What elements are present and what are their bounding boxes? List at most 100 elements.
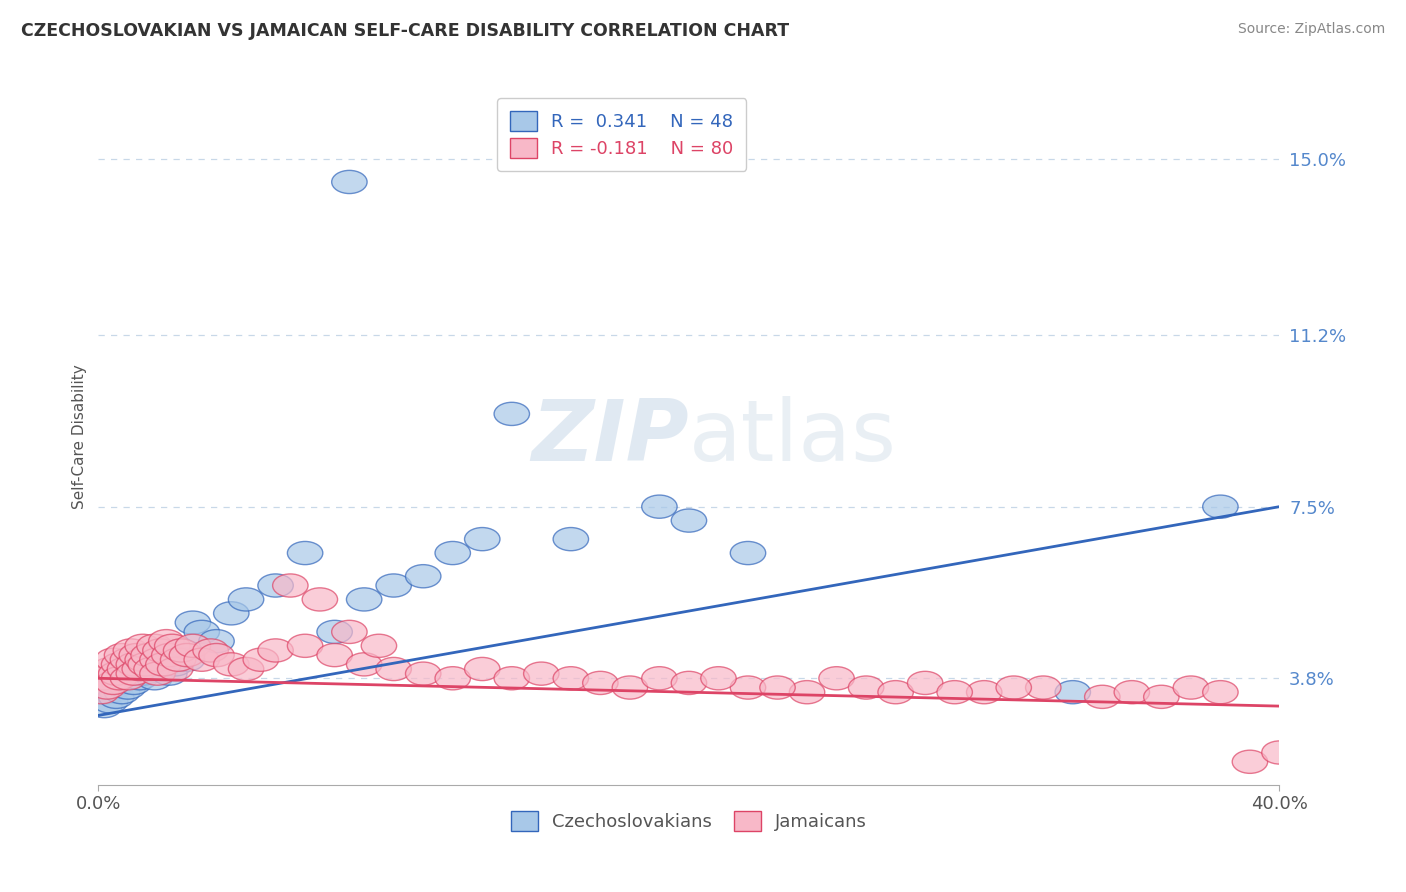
Ellipse shape (641, 495, 678, 518)
Text: CZECHOSLOVAKIAN VS JAMAICAN SELF-CARE DISABILITY CORRELATION CHART: CZECHOSLOVAKIAN VS JAMAICAN SELF-CARE DI… (21, 22, 789, 40)
Ellipse shape (1202, 495, 1239, 518)
Ellipse shape (494, 402, 530, 425)
Ellipse shape (995, 676, 1032, 699)
Ellipse shape (193, 639, 228, 662)
Legend: Czechoslovakians, Jamaicans: Czechoslovakians, Jamaicans (503, 805, 875, 838)
Ellipse shape (582, 672, 619, 695)
Ellipse shape (1143, 685, 1180, 708)
Ellipse shape (966, 681, 1002, 704)
Ellipse shape (101, 666, 136, 690)
Ellipse shape (136, 634, 173, 657)
Ellipse shape (1202, 681, 1239, 704)
Ellipse shape (90, 676, 125, 699)
Ellipse shape (117, 662, 152, 685)
Ellipse shape (96, 648, 131, 672)
Ellipse shape (96, 676, 131, 699)
Ellipse shape (139, 648, 176, 672)
Ellipse shape (152, 662, 187, 685)
Ellipse shape (114, 662, 149, 685)
Ellipse shape (1084, 685, 1121, 708)
Ellipse shape (287, 541, 323, 565)
Ellipse shape (789, 681, 825, 704)
Ellipse shape (434, 666, 471, 690)
Ellipse shape (155, 643, 190, 666)
Ellipse shape (1232, 750, 1268, 773)
Ellipse shape (671, 509, 707, 533)
Ellipse shape (101, 672, 136, 695)
Ellipse shape (700, 666, 737, 690)
Ellipse shape (131, 643, 166, 666)
Ellipse shape (114, 639, 149, 662)
Ellipse shape (405, 565, 441, 588)
Ellipse shape (139, 662, 176, 685)
Ellipse shape (818, 666, 855, 690)
Ellipse shape (228, 588, 264, 611)
Ellipse shape (93, 657, 128, 681)
Ellipse shape (316, 620, 353, 643)
Ellipse shape (198, 643, 235, 666)
Ellipse shape (110, 676, 146, 699)
Ellipse shape (122, 666, 157, 690)
Ellipse shape (316, 643, 353, 666)
Ellipse shape (146, 653, 181, 676)
Ellipse shape (93, 690, 128, 713)
Ellipse shape (405, 662, 441, 685)
Ellipse shape (117, 672, 152, 695)
Ellipse shape (184, 620, 219, 643)
Ellipse shape (641, 666, 678, 690)
Ellipse shape (730, 541, 766, 565)
Ellipse shape (131, 657, 166, 681)
Ellipse shape (107, 657, 143, 681)
Ellipse shape (96, 672, 131, 695)
Ellipse shape (346, 588, 382, 611)
Ellipse shape (101, 653, 136, 676)
Ellipse shape (375, 657, 412, 681)
Ellipse shape (877, 681, 914, 704)
Ellipse shape (90, 681, 125, 704)
Ellipse shape (149, 648, 184, 672)
Ellipse shape (84, 681, 120, 704)
Ellipse shape (157, 657, 193, 681)
Ellipse shape (759, 676, 796, 699)
Ellipse shape (494, 666, 530, 690)
Ellipse shape (146, 653, 181, 676)
Ellipse shape (273, 574, 308, 597)
Ellipse shape (143, 639, 179, 662)
Y-axis label: Self-Care Disability: Self-Care Disability (72, 365, 87, 509)
Ellipse shape (214, 602, 249, 625)
Ellipse shape (125, 634, 160, 657)
Ellipse shape (125, 648, 160, 672)
Ellipse shape (155, 634, 190, 657)
Ellipse shape (198, 630, 235, 653)
Ellipse shape (228, 657, 264, 681)
Ellipse shape (375, 574, 412, 597)
Ellipse shape (120, 643, 155, 666)
Ellipse shape (464, 527, 501, 550)
Ellipse shape (134, 648, 169, 672)
Ellipse shape (169, 648, 205, 672)
Ellipse shape (361, 634, 396, 657)
Ellipse shape (176, 611, 211, 634)
Ellipse shape (332, 170, 367, 194)
Ellipse shape (553, 527, 589, 550)
Ellipse shape (125, 662, 160, 685)
Ellipse shape (184, 648, 219, 672)
Ellipse shape (136, 666, 173, 690)
Ellipse shape (134, 657, 169, 681)
Ellipse shape (1173, 676, 1209, 699)
Ellipse shape (143, 657, 179, 681)
Ellipse shape (464, 657, 501, 681)
Ellipse shape (332, 620, 367, 643)
Ellipse shape (176, 634, 211, 657)
Ellipse shape (98, 685, 134, 708)
Ellipse shape (122, 657, 157, 681)
Ellipse shape (1054, 681, 1091, 704)
Ellipse shape (104, 643, 139, 666)
Ellipse shape (160, 648, 195, 672)
Ellipse shape (110, 648, 146, 672)
Ellipse shape (257, 639, 294, 662)
Ellipse shape (1114, 681, 1150, 704)
Ellipse shape (848, 676, 884, 699)
Ellipse shape (104, 681, 139, 704)
Text: ZIP: ZIP (531, 395, 689, 479)
